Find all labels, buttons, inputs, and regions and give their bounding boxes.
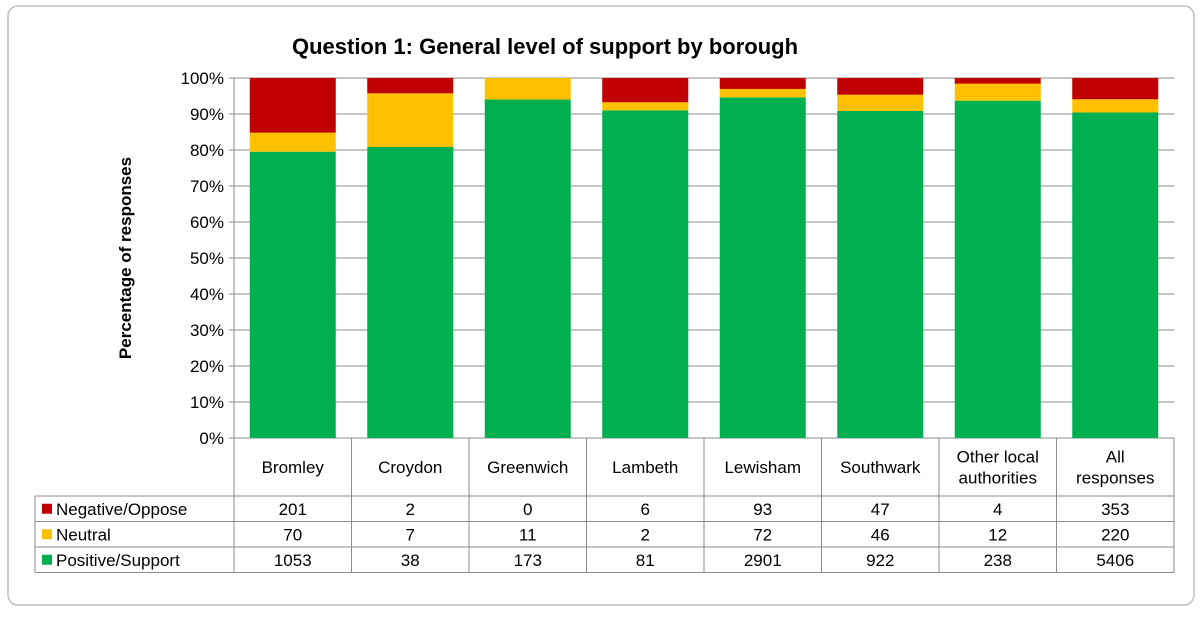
data-table: Bromley Croydon Greenwich Lambeth Lewisham So… [34, 438, 1175, 573]
table-value: 4 [993, 500, 1002, 519]
bar-positive-support-1 [367, 146, 454, 439]
table-value: 72 [753, 525, 772, 544]
table-value: 173 [514, 551, 542, 570]
bar-positive-support-6 [954, 100, 1041, 439]
table-value: 46 [871, 525, 890, 544]
y-tick-label: 0% [199, 429, 224, 448]
category-label: authorities [959, 469, 1037, 488]
y-tick-label: 90% [190, 105, 224, 124]
bar-positive-support-4 [719, 97, 806, 438]
bar-negative-oppose-0 [249, 78, 336, 133]
bars [249, 78, 1159, 439]
y-tick-label: 80% [190, 141, 224, 160]
bar-neutral-6 [954, 83, 1041, 101]
table-value: 0 [523, 500, 532, 519]
bar-negative-oppose-6 [954, 78, 1041, 84]
category-label: Greenwich [487, 458, 568, 477]
category-label: responses [1076, 469, 1154, 488]
table-value: 12 [988, 525, 1007, 544]
category-label: Lambeth [612, 458, 678, 477]
table-value: 2 [641, 525, 650, 544]
table-value: 353 [1101, 500, 1129, 519]
category-label: Croydon [378, 458, 442, 477]
table-value: 6 [641, 500, 650, 519]
table-value: 2 [406, 500, 415, 519]
table-value: 5406 [1096, 551, 1134, 570]
bar-neutral-4 [719, 88, 806, 98]
y-tick-label: 60% [190, 213, 224, 232]
bar-negative-oppose-7 [1072, 78, 1159, 100]
y-tick-label: 70% [190, 177, 224, 196]
bar-positive-support-7 [1072, 112, 1159, 438]
y-tick-labels: 0% 10% 20% 30% 40% 50% 60% 70% 80% 90% 100% [181, 69, 224, 448]
bar-neutral-2 [484, 78, 571, 100]
table-value: 47 [871, 500, 890, 519]
bar-negative-oppose-5 [837, 78, 924, 95]
category-label: All [1106, 448, 1125, 467]
legend-label: Positive/Support [56, 551, 180, 570]
table-value: 93 [753, 500, 772, 519]
bar-negative-oppose-4 [719, 78, 806, 89]
table-value: 201 [279, 500, 307, 519]
table-value: 220 [1101, 525, 1129, 544]
bar-neutral-1 [367, 93, 454, 147]
bar-neutral-3 [602, 102, 689, 111]
y-tick-label: 40% [190, 285, 224, 304]
legend-key [42, 503, 52, 514]
category-label: Other local [957, 448, 1039, 467]
bar-positive-support-0 [249, 151, 336, 439]
category-label: Lewisham [724, 458, 801, 477]
bar-negative-oppose-1 [367, 78, 454, 94]
legend-label: Negative/Oppose [56, 500, 187, 519]
table-value: 1053 [274, 551, 312, 570]
category-label: Southwark [840, 458, 921, 477]
y-tick-label: 10% [190, 393, 224, 412]
bar-negative-oppose-3 [602, 78, 689, 103]
table-value: 2901 [744, 551, 782, 570]
chart-title: Question 1: General level of support by … [292, 34, 798, 59]
bar-positive-support-3 [602, 110, 689, 438]
table-value: 922 [866, 551, 894, 570]
bar-positive-support-5 [837, 110, 924, 438]
legend-label: Neutral [56, 525, 111, 544]
table-value: 7 [406, 525, 415, 544]
category-label: Bromley [262, 458, 325, 477]
y-tick-label: 50% [190, 249, 224, 268]
bar-neutral-5 [837, 94, 924, 111]
legend-key [42, 529, 52, 540]
y-tick-label: 20% [190, 357, 224, 376]
bar-neutral-0 [249, 132, 336, 152]
table-value: 38 [401, 551, 420, 570]
y-tick-label: 30% [190, 321, 224, 340]
table-value: 70 [283, 525, 302, 544]
y-tick-label: 100% [181, 69, 224, 88]
y-axis-label: Percentage of responses [116, 157, 135, 359]
legend-key [42, 554, 52, 565]
bar-neutral-7 [1072, 99, 1159, 113]
bar-positive-support-2 [484, 99, 571, 439]
table-value: 11 [519, 525, 537, 544]
table-value: 81 [636, 551, 655, 570]
table-value: 238 [984, 551, 1012, 570]
